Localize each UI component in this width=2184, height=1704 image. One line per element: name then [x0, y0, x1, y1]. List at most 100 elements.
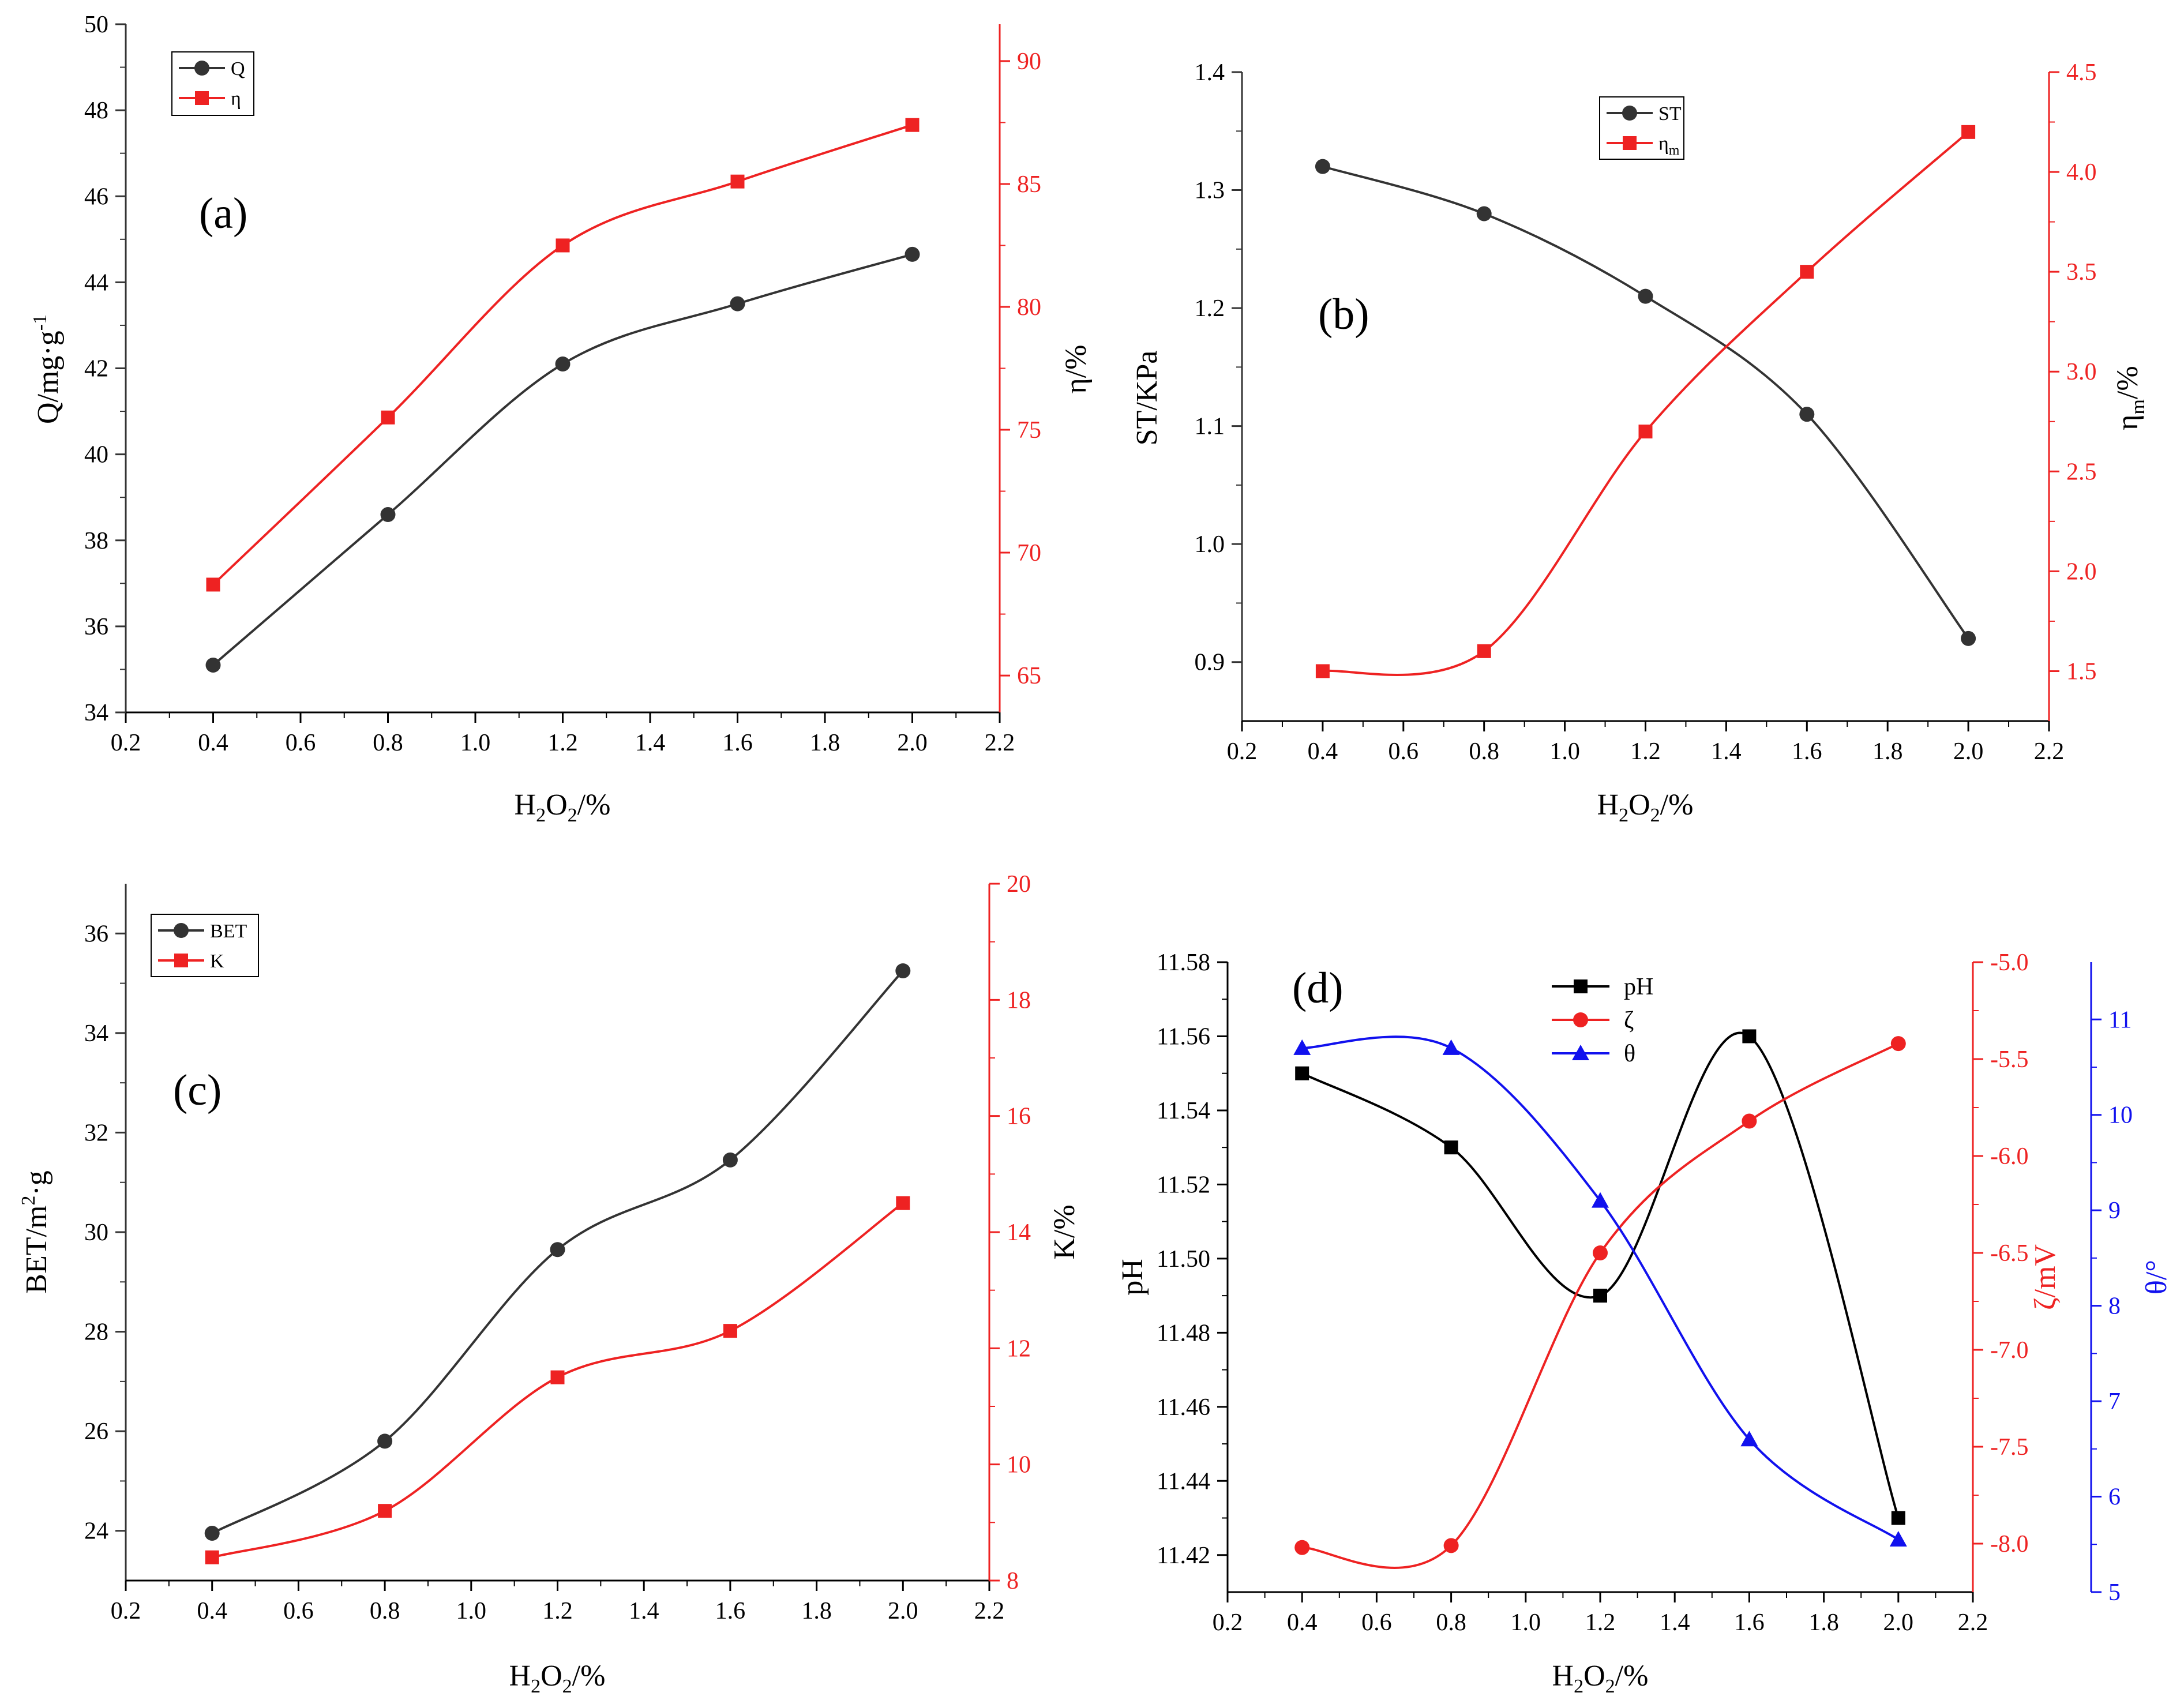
panel-c-legend-box [151, 914, 259, 977]
panel-d-left-tick-label: 11.42 [1157, 1542, 1210, 1569]
panel-d-point-θ-0 [1293, 1039, 1311, 1055]
panel-a-left-tick-label: 34 [84, 700, 108, 726]
panel-c-left-title-tail: ·g [20, 1170, 53, 1195]
panel-b-right-tick-label: 2.5 [2066, 459, 2097, 485]
panel-b-x-tick-label: 0.8 [1469, 738, 1499, 765]
panel-a-x-title-h: H [515, 789, 536, 821]
panel-a-point-Q-3 [730, 296, 745, 311]
panel-b-left-tick-label: 0.9 [1195, 650, 1225, 676]
panel-d-x-tick-label: 2.0 [1883, 1609, 1914, 1636]
panel-b-point-ST-1 [1476, 206, 1492, 222]
panel-d-left-tick-label: 11.58 [1157, 949, 1210, 976]
panel-b-right-tick-label: 4.0 [2066, 159, 2097, 186]
panel-d-right2-axis-title: θ/° [2140, 1260, 2173, 1294]
panel-d-left-tick-label: 11.52 [1157, 1172, 1210, 1198]
panel-c-x-tick-label: 2.2 [974, 1598, 1005, 1624]
panel-a-point-η-3 [730, 174, 745, 189]
panel-c-legend-label-main: K [210, 951, 224, 972]
panel-d-x-tick-label: 0.6 [1361, 1609, 1392, 1636]
panel-c-right-title-main: K/% [1048, 1204, 1081, 1259]
panel-a-point-Q-2 [555, 356, 571, 372]
panel-d-panel-label: (d) [1292, 964, 1344, 1012]
panel-a-legend-label: η [231, 88, 241, 110]
panel-a-left-tick-label: 36 [84, 614, 108, 640]
panel-d-right-tick-label: -7.5 [1990, 1434, 2029, 1461]
panel-c-legend-marker [174, 954, 188, 967]
panel-c-point-K-1 [378, 1504, 392, 1518]
panel-d-point-pH-4 [1891, 1511, 1905, 1525]
panel-d-right2-tick-label: 11 [2108, 1007, 2132, 1033]
panel-c-x-tick-label: 1.2 [542, 1598, 573, 1624]
panel-d-x-tick-label: 0.2 [1213, 1609, 1243, 1636]
panel-c-x-title-sub1: 2 [531, 1676, 541, 1697]
panel-d-point-pH-0 [1295, 1066, 1309, 1080]
panel-c-x-tick-label: 0.8 [370, 1598, 400, 1624]
panel-d-left-tick-label: 11.50 [1157, 1246, 1210, 1273]
panel-a-x-tick-label: 0.4 [198, 730, 228, 756]
panel-d-x-tick-label: 2.2 [1958, 1609, 1988, 1636]
panel-b-legend-marker [1623, 136, 1637, 150]
panel-d-series-line-ζ [1302, 1042, 1899, 1569]
panel-c-left-tick-label: 28 [84, 1319, 108, 1346]
panel-b-x-tick-label: 0.6 [1389, 738, 1419, 765]
panel-d-series-line-θ [1302, 1035, 1899, 1541]
panel-d-x-title-h: H [1552, 1660, 1574, 1692]
panel-a-series-line-η [212, 123, 913, 585]
panel-d-left-title-main: pH [1116, 1259, 1149, 1296]
panel-d-left-tick-label: 11.48 [1157, 1320, 1210, 1346]
panel-a-left-title-main: Q/mg·g [32, 331, 65, 424]
panel-c-x-title-tail: /% [572, 1660, 606, 1692]
panel-c-left-tick-label: 24 [84, 1518, 108, 1545]
panel-b-x-tick-label: 1.0 [1549, 738, 1580, 765]
panel-b-left-title-main: ST/KPa [1131, 351, 1164, 446]
panel-a-panel-label: (a) [199, 189, 247, 238]
panel-b: 0.2 0.4 0.6 0.8 1.0 1.2 1.4 1.6 1.8 2.0 2.2 0.9 1.0 1… [1131, 59, 2149, 826]
panel-c-point-BET-3 [722, 1152, 738, 1168]
panel-d-x-title-tail: /% [1615, 1660, 1649, 1692]
panel-a-x-tick-label: 1.2 [547, 730, 578, 756]
panel-c-point-K-2 [550, 1370, 565, 1384]
panel-d-x-axis-title: H2O2/% [1552, 1660, 1649, 1697]
panel-b-right-tick-label: 3.5 [2066, 259, 2097, 286]
panel-a-left-tick-label: 44 [84, 269, 108, 296]
panel-a-x-tick-label: 0.8 [373, 730, 403, 756]
panel-b-x-title-o: O [1628, 789, 1650, 821]
panel-b-legend-box [1599, 96, 1684, 160]
panel-c-left-title-sup: 2 [18, 1196, 39, 1206]
panel-b-x-tick-label: 1.4 [1711, 738, 1742, 765]
panel-b-right-axis-title: ηm/% [2111, 366, 2149, 430]
panel-a-x-tick-label: 1.6 [722, 730, 753, 756]
panel-c-x-tick-label: 0.6 [283, 1598, 314, 1624]
panel-d-point-ζ-4 [1890, 1036, 1906, 1052]
panel-a-series-line-Q [212, 253, 913, 666]
panel-b-right-tick-label: 2.0 [2066, 558, 2097, 585]
panel-b-panel-label: (b) [1318, 290, 1369, 339]
panel-c-point-BET-0 [204, 1526, 220, 1541]
panel-b-right-title-main: η [2111, 415, 2144, 430]
panel-c-left-tick-label: 36 [84, 921, 108, 947]
panel-b-left-tick-label: 1.0 [1195, 531, 1225, 558]
panel-c-panel-label: (c) [173, 1066, 222, 1114]
panel-d-x-tick-label: 1.6 [1734, 1609, 1765, 1636]
panel-d-left-tick-label: 11.46 [1157, 1394, 1210, 1421]
panel-a-legend-label-main: η [231, 88, 241, 110]
panel-c-x-title-h: H [509, 1660, 531, 1692]
panel-d-point-θ-2 [1592, 1192, 1609, 1208]
panel-a-left-title-sup: -1 [29, 314, 51, 331]
panel-b-x-title-sub1: 2 [1619, 805, 1628, 826]
panel-d-right-tick-label: -5.5 [1990, 1046, 2029, 1073]
panel-b-point-η_m-1 [1477, 644, 1491, 658]
panel-d-right-tick-label: -8.0 [1990, 1531, 2029, 1557]
panel-b-x-tick-label: 1.2 [1630, 738, 1661, 765]
panel-b-legend-label: ηm [1658, 133, 1680, 158]
panel-b-right-tick-label: 4.5 [2066, 59, 2097, 86]
panel-d-point-ζ-0 [1294, 1540, 1310, 1555]
panel-d-right-axis-title: ζ/mV [2029, 1244, 2062, 1310]
panel-b-left-tick-label: 1.1 [1195, 414, 1225, 440]
panel-c-right-tick-label: 10 [1007, 1452, 1031, 1478]
panel-c-point-BET-4 [895, 963, 911, 978]
panel-d-legend-label: ζ [1624, 1007, 1634, 1034]
panel-d-x-title-sub2: 2 [1605, 1676, 1615, 1697]
panel-a-legend-box [171, 51, 254, 116]
panel-d-legend-label: θ [1624, 1041, 1635, 1067]
